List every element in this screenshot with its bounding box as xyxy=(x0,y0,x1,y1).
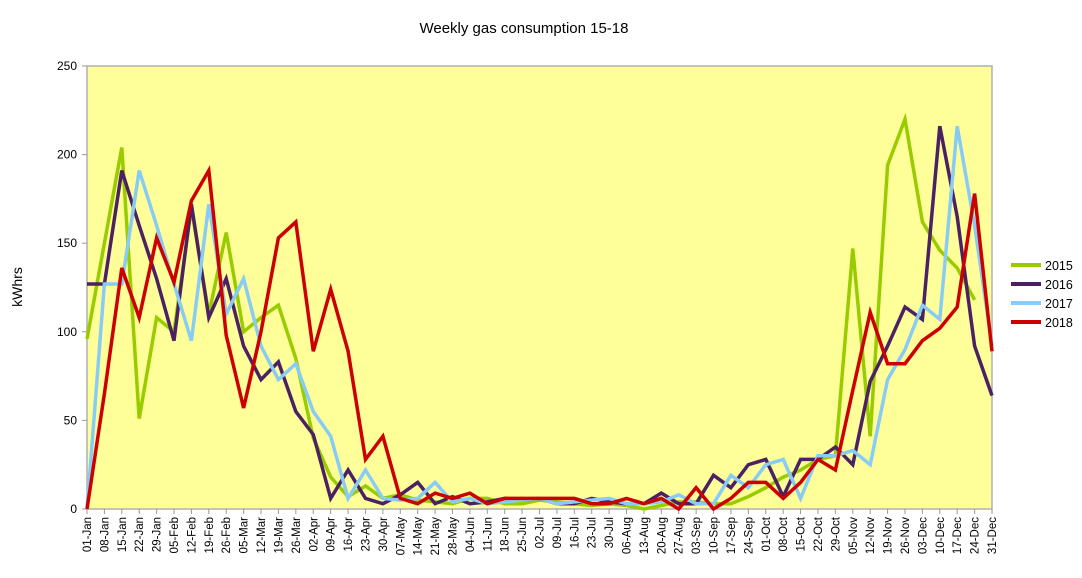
x-tick-label: 17-Sep xyxy=(726,517,738,554)
x-tick-label: 31-Dec xyxy=(987,517,999,554)
x-tick-label: 22-Oct xyxy=(813,516,825,551)
legend-label-2018: 2018 xyxy=(1045,316,1073,330)
x-axis: 01-Jan 08-Jan 15-Jan 22-Jan 29-Jan 05-Feb 12-F… xyxy=(82,509,999,555)
x-tick-label: 19-Mar xyxy=(273,517,285,554)
x-tick-label: 26-Feb xyxy=(221,517,233,553)
y-tick-label: 200 xyxy=(57,148,77,162)
x-tick-label: 24-Sep xyxy=(743,517,755,554)
x-tick-label: 30-Apr xyxy=(378,517,390,552)
x-tick-label: 10-Sep xyxy=(709,517,721,554)
chart-title: Weekly gas consumption 15-18 xyxy=(419,20,628,37)
x-tick-label: 02-Apr xyxy=(308,517,320,552)
x-tick-label: 29-Oct xyxy=(830,516,842,551)
x-tick-label: 22-Jan xyxy=(134,517,146,552)
x-tick-label: 09-Apr xyxy=(326,517,338,552)
x-tick-label: 20-Aug xyxy=(656,517,668,554)
x-tick-label: 18-Jun xyxy=(500,517,512,552)
x-tick-label: 19-Nov xyxy=(883,517,895,554)
x-tick-label: 30-Jul xyxy=(604,517,616,548)
x-tick-label: 16-Apr xyxy=(343,517,355,552)
x-tick-label: 17-Dec xyxy=(952,517,964,554)
x-tick-label: 06-Aug xyxy=(622,517,634,554)
y-tick-label: 100 xyxy=(57,325,77,339)
x-tick-label: 19-Feb xyxy=(204,517,216,553)
x-tick-label: 08-Oct xyxy=(778,516,790,551)
legend-label-2015: 2015 xyxy=(1045,259,1073,273)
x-tick-label: 26-Nov xyxy=(900,517,912,554)
legend: 2015 2016 2017 2018 xyxy=(1011,259,1073,330)
y-axis-label: kWhrs xyxy=(9,267,25,307)
y-tick-label: 50 xyxy=(64,413,78,427)
y-tick-label: 150 xyxy=(57,236,77,250)
x-tick-label: 26-Mar xyxy=(291,517,303,554)
x-tick-label: 03-Dec xyxy=(917,517,929,554)
x-tick-label: 05-Mar xyxy=(239,517,251,554)
x-tick-label: 23-Apr xyxy=(360,517,372,552)
x-tick-label: 02-Jul xyxy=(535,517,547,548)
y-tick-label: 0 xyxy=(70,502,77,516)
x-tick-label: 12-Feb xyxy=(186,517,198,553)
x-tick-label: 09-Jul xyxy=(552,517,564,548)
x-tick-label: 05-Feb xyxy=(169,517,181,553)
series-line-2015 xyxy=(85,112,977,511)
x-tick-label: 14-May xyxy=(413,517,425,556)
x-tick-label: 08-Jan xyxy=(99,517,111,552)
x-tick-label: 27-Aug xyxy=(674,517,686,554)
x-tick-label: 11-Jun xyxy=(482,517,494,551)
y-axis: 0 50 100 150 200 250 xyxy=(57,59,87,516)
x-tick-label: 04-Jun xyxy=(465,517,477,552)
x-tick-label: 16-Jul xyxy=(569,517,581,548)
x-tick-label: 28-May xyxy=(447,517,459,556)
x-tick-label: 01-Oct xyxy=(761,516,773,551)
x-tick-label: 24-Dec xyxy=(970,517,982,554)
x-tick-label: 21-May xyxy=(430,517,442,556)
x-tick-label: 12-Nov xyxy=(865,517,877,554)
x-tick-label: 07-May xyxy=(395,517,407,556)
x-tick-label: 25-Jun xyxy=(517,517,529,552)
x-tick-label: 03-Sep xyxy=(691,517,703,554)
x-tick-label: 05-Nov xyxy=(848,517,860,554)
x-tick-label: 13-Aug xyxy=(639,517,651,554)
x-tick-label: 15-Jan xyxy=(117,517,129,552)
y-tick-label: 250 xyxy=(57,59,77,73)
legend-label-2016: 2016 xyxy=(1045,278,1073,292)
x-tick-label: 29-Jan xyxy=(152,517,164,552)
x-tick-label: 15-Oct xyxy=(796,516,808,551)
x-tick-label: 01-Jan xyxy=(82,517,94,552)
x-tick-label: 10-Dec xyxy=(935,517,947,554)
x-tick-label: 12-Mar xyxy=(256,517,268,554)
series-line-2018 xyxy=(85,164,994,512)
x-tick-label: 23-Jul xyxy=(587,517,599,548)
series-lines xyxy=(85,112,994,512)
legend-label-2017: 2017 xyxy=(1045,297,1073,311)
